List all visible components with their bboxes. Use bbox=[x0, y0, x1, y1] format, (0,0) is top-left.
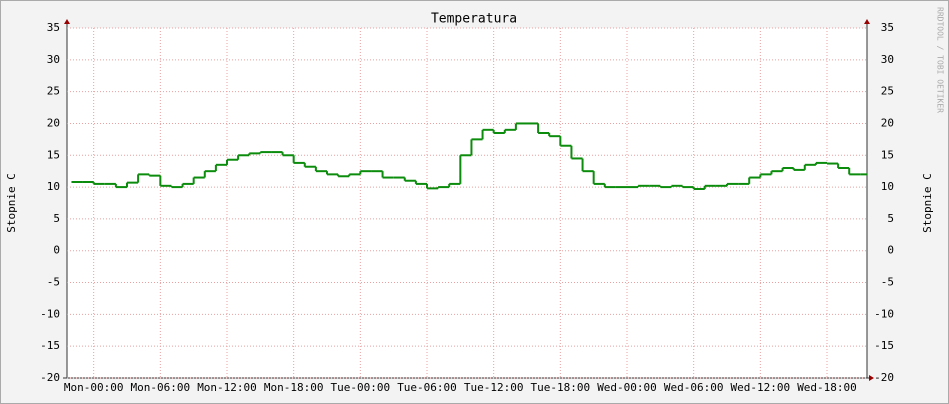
y-tick-label: 10 bbox=[47, 180, 60, 193]
y-tick-label: 15 bbox=[47, 148, 60, 161]
y2-tick-label: 0 bbox=[887, 244, 894, 257]
y2-tick-label: 20 bbox=[881, 116, 894, 129]
y2-tick-label: 5 bbox=[887, 212, 894, 225]
y-tick-label: 5 bbox=[53, 212, 60, 225]
y-tick-label: -15 bbox=[40, 339, 60, 352]
y-tick-label: 20 bbox=[47, 116, 60, 129]
step-connector bbox=[92, 123, 851, 189]
x-tick-label: Wed-18:00 bbox=[797, 381, 857, 394]
y2-tick-label: 15 bbox=[881, 148, 894, 161]
y-tick-label: -10 bbox=[40, 307, 60, 320]
y2-tick-label: 30 bbox=[881, 53, 894, 66]
x-tick-label: Wed-12:00 bbox=[731, 381, 791, 394]
x-tick-label: Wed-00:00 bbox=[597, 381, 657, 394]
x-tick-label: Tue-12:00 bbox=[464, 381, 524, 394]
x-tick-label: Mon-00:00 bbox=[64, 381, 124, 394]
x-tick-label: Tue-06:00 bbox=[397, 381, 457, 394]
x-tick-label: Mon-18:00 bbox=[264, 381, 324, 394]
y-tick-label: -20 bbox=[40, 371, 60, 384]
x-tick-label: Mon-06:00 bbox=[131, 381, 191, 394]
x-tick-label: Wed-06:00 bbox=[664, 381, 724, 394]
y2-tick-label: -10 bbox=[874, 307, 894, 320]
y2-tick-label: 25 bbox=[881, 85, 894, 98]
plot-area bbox=[67, 28, 867, 378]
x-tick-label: Mon-12:00 bbox=[197, 381, 257, 394]
x-tick-label: Tue-00:00 bbox=[331, 381, 391, 394]
y2-tick-label: -15 bbox=[874, 339, 894, 352]
x-tick-label: Tue-18:00 bbox=[531, 381, 591, 394]
y-tick-label: 25 bbox=[47, 85, 60, 98]
watermark: RRDTOOL / TOBI OETIKER bbox=[936, 7, 945, 113]
y-tick-label: 35 bbox=[47, 21, 60, 34]
y2-tick-label: -20 bbox=[874, 371, 894, 384]
y2-tick-label: -5 bbox=[881, 276, 894, 289]
y-tick-label: 0 bbox=[53, 244, 60, 257]
y2-tick-label: 10 bbox=[881, 180, 894, 193]
y-tick-label: 30 bbox=[47, 53, 60, 66]
y2-tick-label: 35 bbox=[881, 21, 894, 34]
y-axis-label: Stopnie C bbox=[5, 173, 18, 233]
y-tick-label: -5 bbox=[47, 276, 60, 289]
y2-axis-label: Stopnie C bbox=[921, 173, 934, 233]
chart-title: Temperatura bbox=[431, 12, 517, 27]
